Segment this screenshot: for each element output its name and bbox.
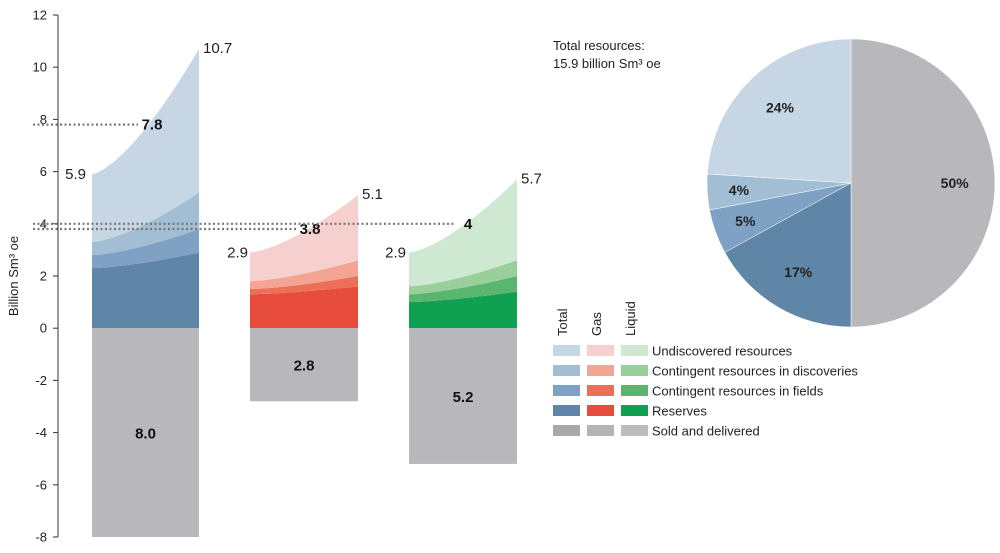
pie-slice-label: 50% xyxy=(941,175,970,191)
y-tick-label: 0 xyxy=(40,321,47,336)
legend-row-label: Undiscovered resources xyxy=(652,344,793,359)
legend-swatch xyxy=(621,365,648,376)
y-tick-label: 6 xyxy=(40,164,47,179)
area-liquid-contingent-resources-in-fields xyxy=(409,276,517,303)
end-total-label: 5.7 xyxy=(521,170,542,187)
y-tick-label: 12 xyxy=(33,8,47,23)
legend-column-header: Liquid xyxy=(623,301,638,336)
y-tick-label: -8 xyxy=(35,530,47,545)
end-total-label: 5.1 xyxy=(362,186,383,203)
mid-value-label: 3.8 xyxy=(300,221,321,238)
y-tick-label: 10 xyxy=(33,60,47,75)
area-gas-contingent-resources-in-discoveries xyxy=(250,260,358,290)
area-total-contingent-resources-in-fields xyxy=(92,229,199,269)
end-total-label: 10.7 xyxy=(203,40,232,57)
area-total-undiscovered-resources xyxy=(92,48,199,243)
legend-swatch xyxy=(553,385,580,396)
legend-row-label: Contingent resources in discoveries xyxy=(652,364,858,379)
pie-annotation-line2: 15.9 billion Sm³ oe xyxy=(553,56,661,71)
legend-row-label: Sold and delivered xyxy=(652,424,760,439)
mid-value-label: 7.8 xyxy=(142,117,163,134)
sold-delivered-gas xyxy=(250,328,358,402)
y-tick-label: -4 xyxy=(35,425,47,440)
area-gas-contingent-resources-in-fields xyxy=(250,276,358,295)
area-total-contingent-resources-in-discoveries xyxy=(92,192,199,256)
area-liquid-contingent-resources-in-discoveries xyxy=(409,260,517,295)
sold-delivered-label: 5.2 xyxy=(453,389,474,406)
pie-slice-label: 5% xyxy=(735,213,756,229)
legend-column-header: Gas xyxy=(589,312,604,336)
area-gas-reserves xyxy=(250,286,358,329)
legend-column-header: Total xyxy=(555,308,570,336)
sold-delivered-total xyxy=(92,328,199,537)
legend-swatch xyxy=(553,425,580,436)
legend-swatch xyxy=(553,405,580,416)
start-total-label: 2.9 xyxy=(227,245,248,262)
y-tick-label: 8 xyxy=(40,112,47,127)
legend-swatch xyxy=(621,425,648,436)
start-total-label: 2.9 xyxy=(385,245,406,262)
area-total-reserves xyxy=(92,252,199,329)
legend-swatch xyxy=(553,365,580,376)
legend-swatch xyxy=(587,385,614,396)
pie-slice-label: 17% xyxy=(784,264,813,280)
legend-swatch xyxy=(621,345,648,356)
sold-delivered-liquid xyxy=(409,328,517,464)
value-labels: 5.9 10.7 7.8 8.0 2.9 5.1 3.8 2.8 2.9 5.7 4 5.2 xyxy=(33,40,542,443)
pie-slice-reserves xyxy=(724,182,852,328)
pie-slice-undiscovered-resources xyxy=(707,38,852,184)
legend-swatch xyxy=(621,385,648,396)
pie-slice-label: 4% xyxy=(729,182,750,198)
y-tick-label: 2 xyxy=(40,269,47,284)
legend-swatch xyxy=(587,405,614,416)
y-tick-label: -2 xyxy=(35,373,47,388)
area-liquid-undiscovered-resources xyxy=(409,179,517,287)
y-tick-label: -6 xyxy=(35,477,47,492)
sold-delivered-label: 8.0 xyxy=(135,426,156,443)
stacked-areas xyxy=(92,48,517,537)
pie-slice-label: 24% xyxy=(766,99,795,115)
area-liquid-reserves xyxy=(409,291,517,329)
mid-value-label: 4 xyxy=(464,216,473,233)
pie-annotation-line1: Total resources: xyxy=(553,38,645,53)
legend-swatch xyxy=(587,425,614,436)
pie-slice-sold-and-delivered xyxy=(850,38,996,328)
legend-swatch xyxy=(587,365,614,376)
pie-chart: Total resources: 15.9 billion Sm³ oe 50% 17… xyxy=(553,38,996,328)
legend-swatch xyxy=(587,345,614,356)
sold-delivered-label: 2.8 xyxy=(294,358,315,375)
legend-swatch xyxy=(621,405,648,416)
legend-row-label: Contingent resources in fields xyxy=(652,384,824,399)
y-axis-label: Billion Sm³ oe xyxy=(6,236,21,316)
legend: Total Gas Liquid Undiscovered resources Cont… xyxy=(553,301,858,439)
area-gas-undiscovered-resources xyxy=(250,195,358,282)
legend-row-label: Reserves xyxy=(652,404,707,419)
legend-swatch xyxy=(553,345,580,356)
start-total-label: 5.9 xyxy=(65,166,86,183)
